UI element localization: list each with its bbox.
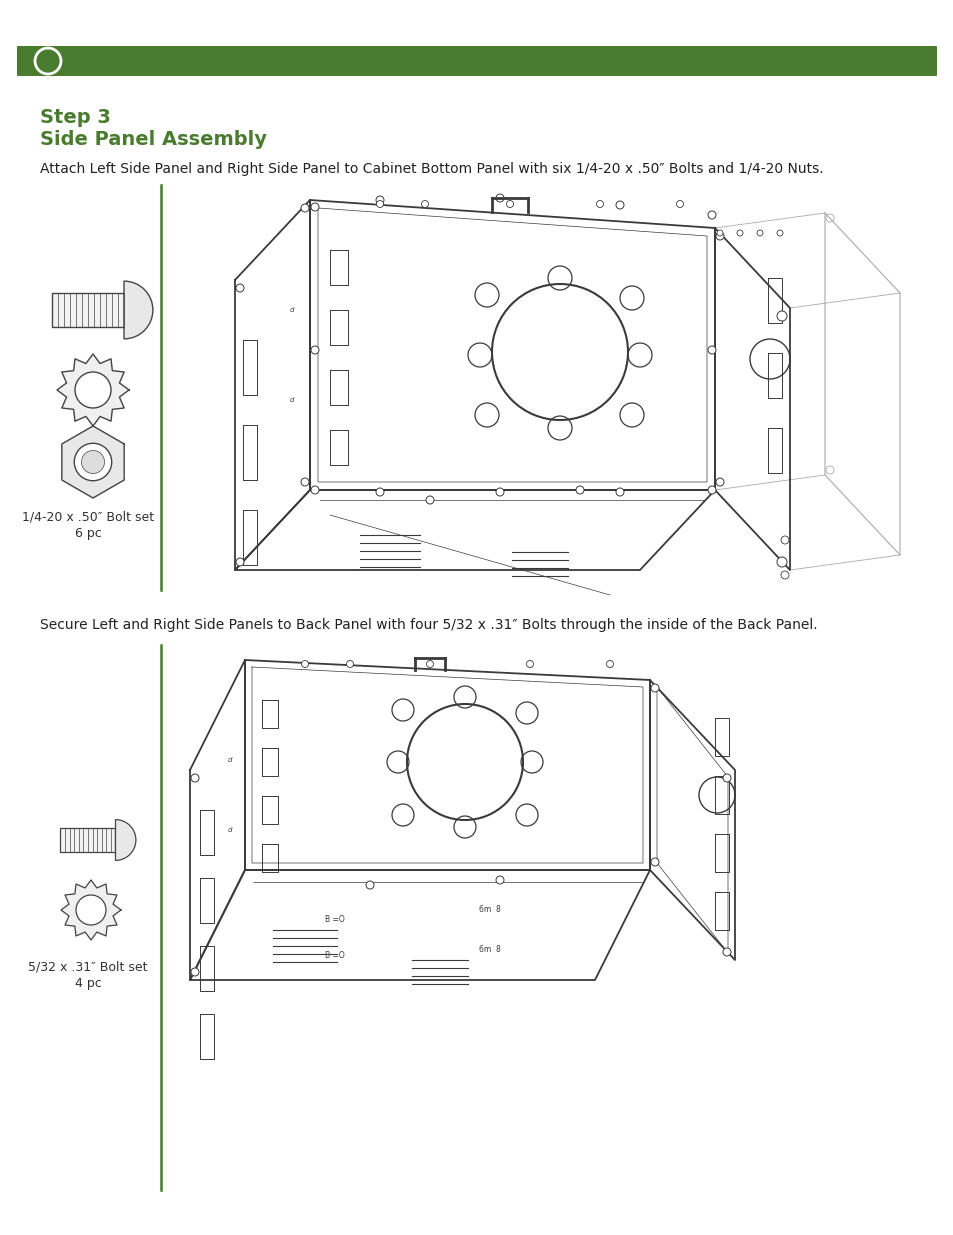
Circle shape — [35, 48, 61, 74]
Circle shape — [76, 895, 106, 925]
Text: Side Panel Assembly: Side Panel Assembly — [40, 130, 267, 149]
Circle shape — [650, 684, 659, 692]
Circle shape — [375, 488, 384, 496]
Circle shape — [74, 443, 112, 480]
Wedge shape — [115, 820, 135, 861]
Circle shape — [426, 661, 433, 667]
Circle shape — [496, 876, 503, 884]
Text: d: d — [290, 308, 294, 312]
Text: 4 pc: 4 pc — [74, 977, 101, 990]
Circle shape — [781, 571, 788, 579]
Text: Attach Left Side Panel and Right Side Panel to Cabinet Bottom Panel with six 1/4: Attach Left Side Panel and Right Side Pa… — [40, 162, 822, 177]
Text: 6m  8: 6m 8 — [478, 905, 500, 914]
Polygon shape — [62, 426, 124, 498]
Circle shape — [235, 558, 244, 566]
FancyBboxPatch shape — [60, 827, 115, 852]
Circle shape — [301, 478, 309, 487]
Text: d: d — [290, 396, 294, 403]
Circle shape — [707, 487, 716, 494]
Circle shape — [707, 211, 716, 219]
Polygon shape — [57, 354, 129, 426]
Circle shape — [716, 478, 723, 487]
Circle shape — [506, 200, 513, 207]
Circle shape — [81, 451, 105, 473]
Circle shape — [376, 200, 383, 207]
Text: 6 pc: 6 pc — [74, 527, 101, 540]
Circle shape — [526, 661, 533, 667]
Text: Secure Left and Right Side Panels to Back Panel with four 5/32 x .31″ Bolts thro: Secure Left and Right Side Panels to Bac… — [40, 618, 817, 632]
Polygon shape — [61, 881, 121, 940]
Circle shape — [737, 230, 742, 236]
Text: 1/4-20 x .50″ Bolt set: 1/4-20 x .50″ Bolt set — [22, 510, 153, 522]
Circle shape — [650, 858, 659, 866]
Circle shape — [75, 372, 111, 408]
Circle shape — [596, 200, 603, 207]
Text: 6: 6 — [43, 54, 52, 68]
Circle shape — [707, 346, 716, 354]
Circle shape — [776, 230, 782, 236]
Circle shape — [616, 201, 623, 209]
Text: d: d — [228, 757, 232, 763]
Circle shape — [301, 661, 308, 667]
Circle shape — [375, 196, 384, 204]
Circle shape — [576, 487, 583, 494]
Circle shape — [191, 774, 199, 782]
Circle shape — [311, 203, 318, 211]
Circle shape — [191, 968, 199, 976]
Circle shape — [366, 881, 374, 889]
Circle shape — [311, 346, 318, 354]
Circle shape — [301, 204, 309, 212]
Text: B =O: B =O — [325, 951, 345, 960]
Circle shape — [722, 774, 730, 782]
FancyBboxPatch shape — [52, 293, 124, 327]
Text: B =O: B =O — [325, 915, 345, 925]
Wedge shape — [124, 282, 152, 338]
Circle shape — [781, 536, 788, 543]
Text: 6m  8: 6m 8 — [478, 946, 500, 955]
Circle shape — [722, 948, 730, 956]
Circle shape — [716, 232, 723, 240]
Circle shape — [776, 311, 786, 321]
Circle shape — [235, 284, 244, 291]
FancyBboxPatch shape — [17, 46, 936, 77]
Circle shape — [346, 661, 354, 667]
Circle shape — [676, 200, 682, 207]
Circle shape — [757, 230, 762, 236]
Circle shape — [426, 496, 434, 504]
Circle shape — [311, 487, 318, 494]
Text: d: d — [228, 827, 232, 832]
Circle shape — [776, 557, 786, 567]
Circle shape — [606, 661, 613, 667]
Circle shape — [421, 200, 428, 207]
Text: Step 3: Step 3 — [40, 107, 111, 127]
Circle shape — [496, 488, 503, 496]
Circle shape — [496, 194, 503, 203]
Text: 5/32 x .31″ Bolt set: 5/32 x .31″ Bolt set — [29, 960, 148, 973]
Circle shape — [616, 488, 623, 496]
Circle shape — [717, 230, 722, 236]
